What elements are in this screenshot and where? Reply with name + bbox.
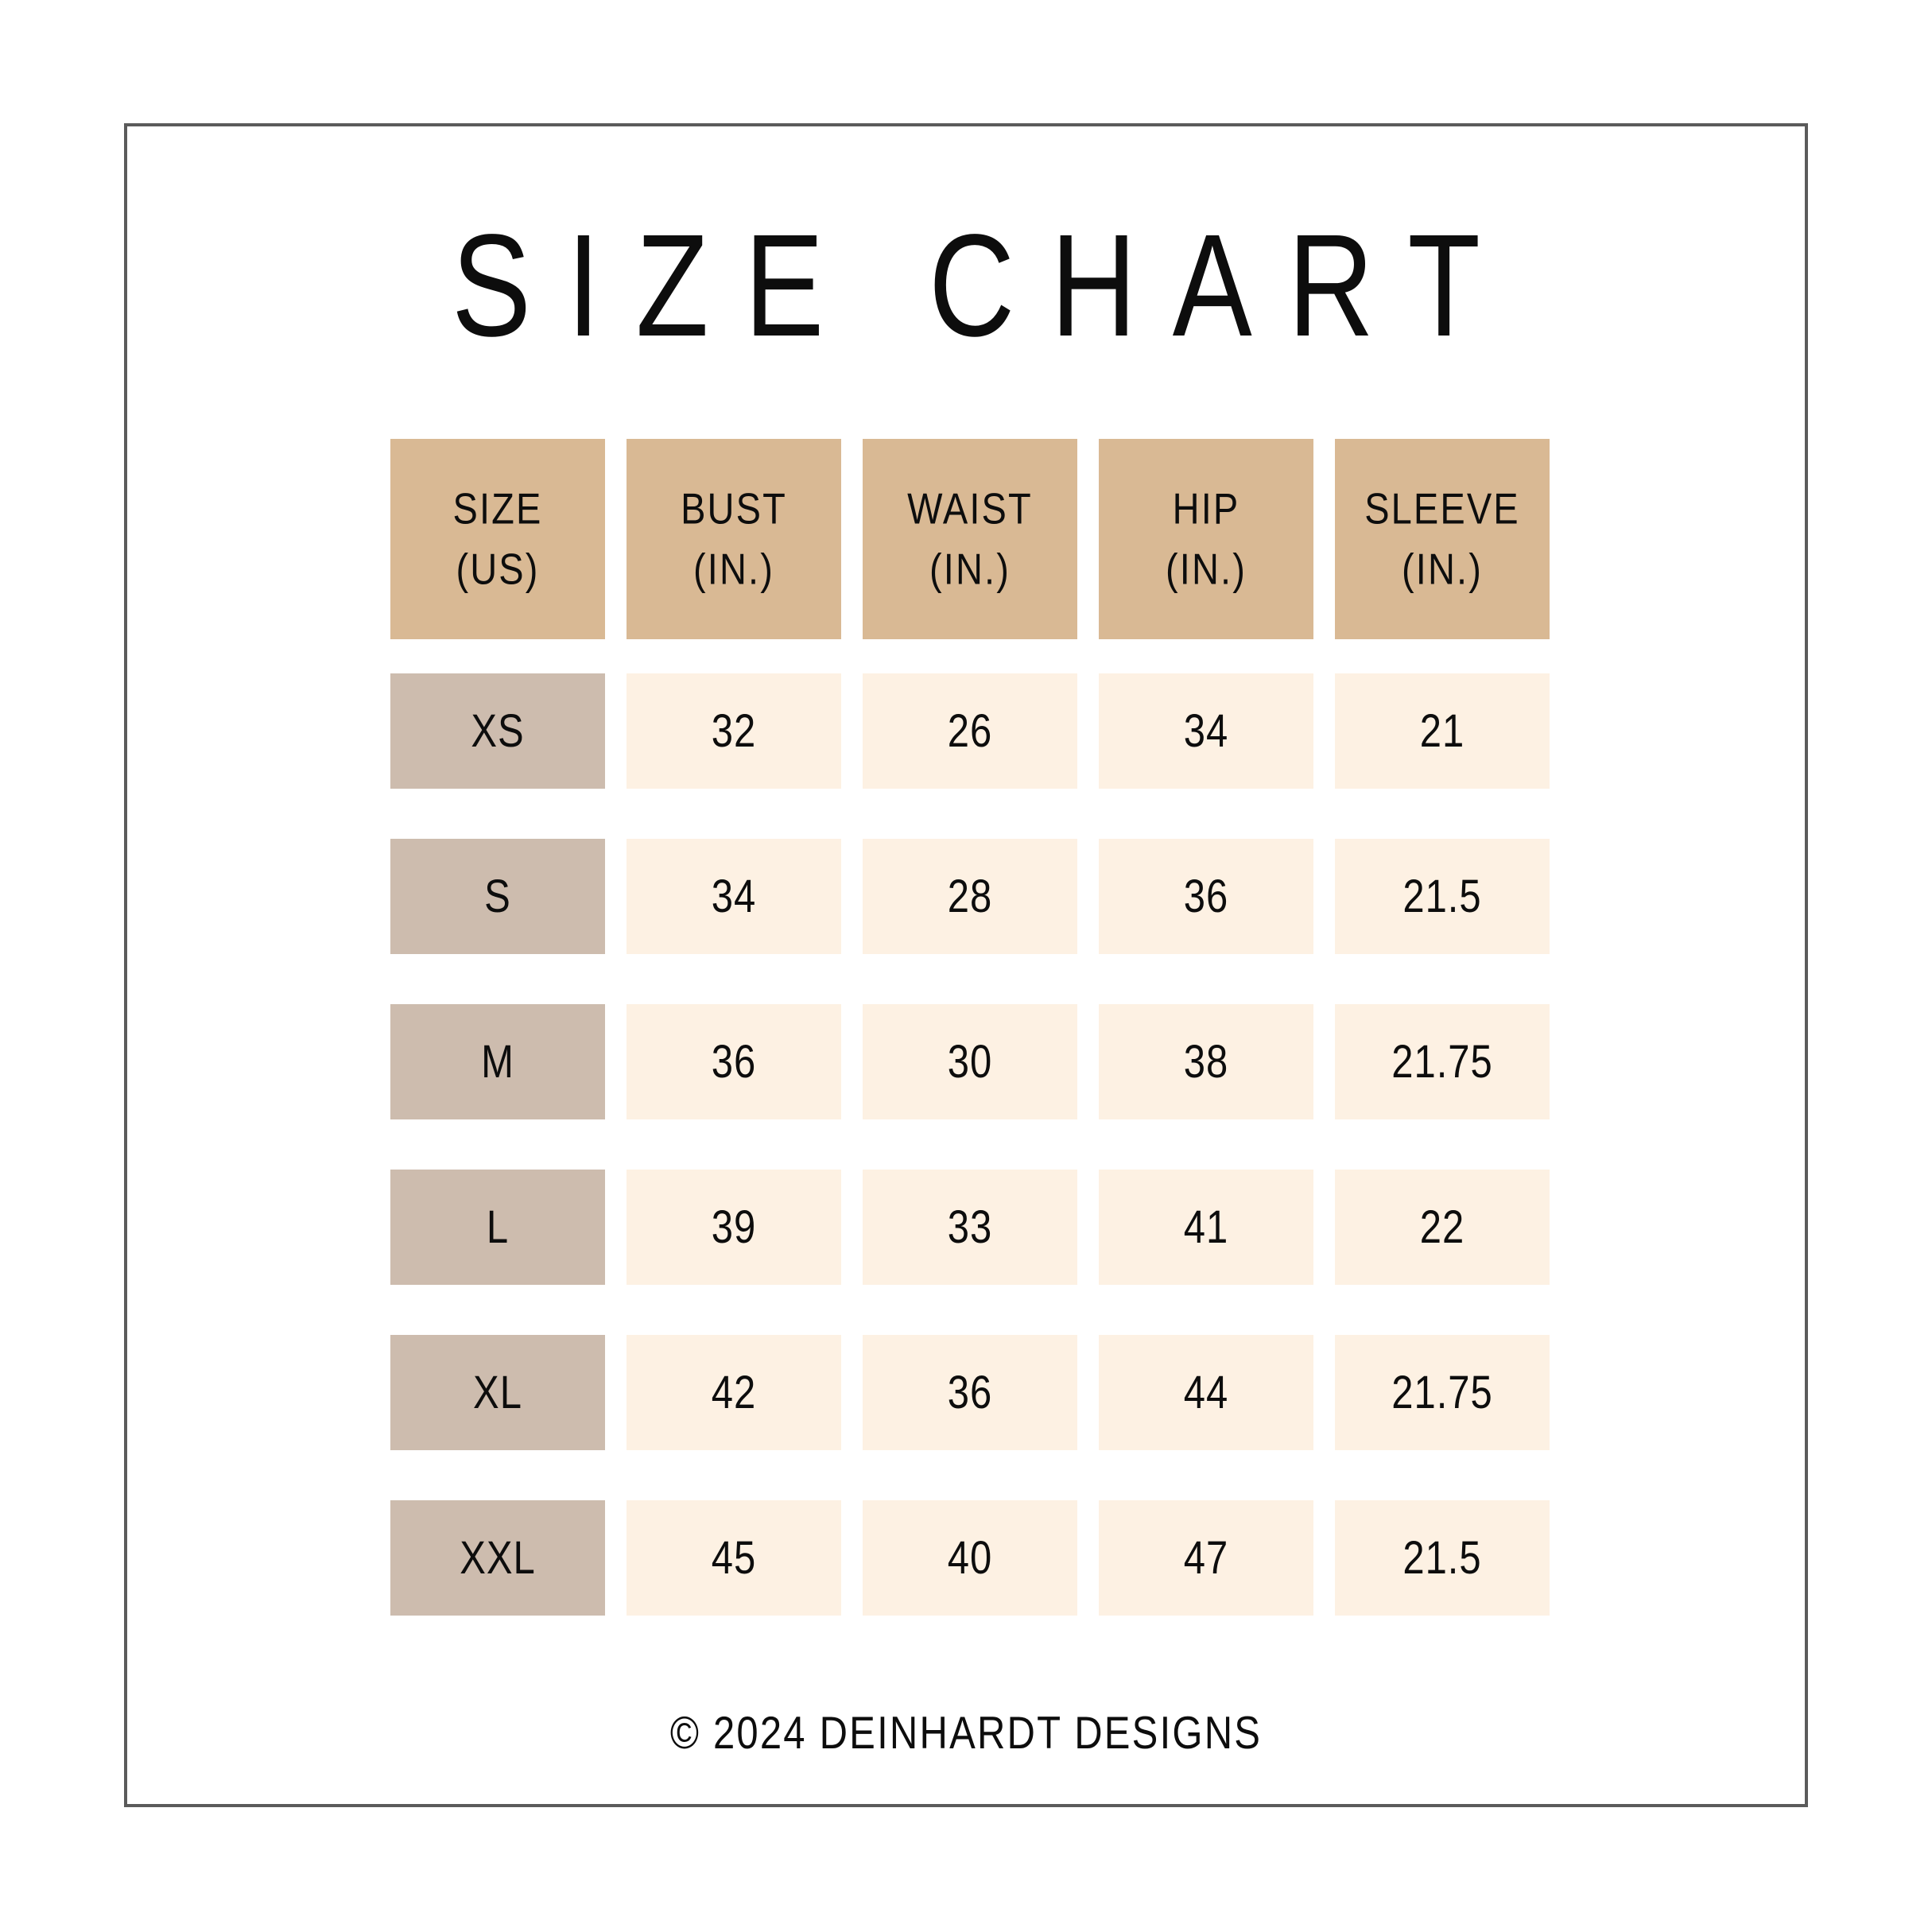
measurement-cell-hip: 44: [1099, 1335, 1313, 1450]
column-header-unit: (IN.): [693, 544, 774, 594]
row-spacer: [390, 1119, 1550, 1170]
size-chart-table: SIZE (US) BUST (IN.) WAIST (IN.) HIP (IN.) SLEEV…: [390, 439, 1551, 1616]
measurement-cell-bust: 32: [627, 673, 841, 789]
measurement-cell-bust: 34: [627, 839, 841, 954]
measurement-cell-hip: 41: [1099, 1170, 1313, 1285]
cell-value: XXL: [460, 1532, 536, 1584]
measurement-cell-waist: 33: [863, 1170, 1077, 1285]
column-header-label: BUST: [681, 483, 787, 533]
cell-value: 21.75: [1391, 1367, 1493, 1418]
size-label-cell: S: [390, 839, 605, 954]
measurement-cell-waist: 40: [863, 1500, 1077, 1616]
copyright-text: © 2024 DEINHARDT DESIGNS: [669, 1708, 1263, 1759]
cell-value: 36: [1183, 871, 1229, 922]
column-header-size: SIZE (US): [390, 439, 605, 639]
cell-value: 21.5: [1402, 871, 1482, 922]
cell-value: S: [484, 871, 511, 922]
measurement-cell-sleeve: 21.5: [1335, 839, 1550, 954]
cell-value: XS: [471, 705, 525, 757]
cell-value: 33: [947, 1201, 993, 1253]
column-header-hip: HIP (IN.): [1099, 439, 1313, 639]
cell-value: 34: [711, 871, 757, 922]
cell-value: 40: [947, 1532, 993, 1584]
column-header-bust: BUST (IN.): [627, 439, 841, 639]
cell-value: 26: [947, 705, 993, 757]
column-header-unit: (IN.): [1402, 544, 1483, 594]
measurement-cell-bust: 45: [627, 1500, 841, 1616]
size-label-cell: XS: [390, 673, 605, 789]
cell-value: 21.5: [1402, 1532, 1482, 1584]
copyright-footer: © 2024 DEINHARDT DESIGNS: [127, 1708, 1805, 1759]
column-header-label: HIP: [1172, 483, 1240, 533]
column-header-label: SLEEVE: [1364, 483, 1520, 533]
header-row-spacer: [390, 639, 1550, 673]
size-label-cell: M: [390, 1004, 605, 1119]
cell-value: 36: [711, 1036, 757, 1088]
column-header-label: SIZE: [452, 483, 543, 533]
measurement-cell-waist: 30: [863, 1004, 1077, 1119]
column-header-unit: (IN.): [1166, 544, 1247, 594]
row-spacer: [390, 1285, 1550, 1335]
measurement-cell-sleeve: 21.75: [1335, 1335, 1550, 1450]
cell-value: M: [481, 1036, 514, 1088]
measurement-cell-bust: 42: [627, 1335, 841, 1450]
measurement-cell-hip: 36: [1099, 839, 1313, 954]
cell-value: 30: [947, 1036, 993, 1088]
column-header-waist: WAIST (IN.): [863, 439, 1077, 639]
measurement-cell-hip: 47: [1099, 1500, 1313, 1616]
measurement-cell-hip: 34: [1099, 673, 1313, 789]
column-header-unit: (IN.): [929, 544, 1011, 594]
measurement-cell-sleeve: 22: [1335, 1170, 1550, 1285]
row-spacer: [390, 789, 1550, 839]
measurement-cell-waist: 26: [863, 673, 1077, 789]
row-spacer: [390, 1450, 1550, 1500]
page-title: SIZE CHART: [451, 204, 1516, 367]
cell-value: 36: [947, 1367, 993, 1418]
size-label-cell: XXL: [390, 1500, 605, 1616]
cell-value: 42: [711, 1367, 757, 1418]
cell-value: 34: [1183, 705, 1229, 757]
cell-value: 38: [1183, 1036, 1229, 1088]
measurement-cell-sleeve: 21: [1335, 673, 1550, 789]
cell-value: 47: [1183, 1532, 1229, 1584]
measurement-cell-hip: 38: [1099, 1004, 1313, 1119]
column-header-label: WAIST: [907, 483, 1033, 533]
measurement-cell-bust: 36: [627, 1004, 841, 1119]
row-spacer: [390, 954, 1550, 1004]
cell-value: 39: [711, 1201, 757, 1253]
cell-value: 22: [1419, 1201, 1465, 1253]
cell-value: 41: [1183, 1201, 1229, 1253]
cell-value: 44: [1183, 1367, 1229, 1418]
column-header-sleeve: SLEEVE (IN.): [1335, 439, 1550, 639]
cell-value: 28: [947, 871, 993, 922]
size-label-cell: L: [390, 1170, 605, 1285]
cell-value: 21.75: [1391, 1036, 1493, 1088]
cell-value: XL: [473, 1367, 522, 1418]
measurement-cell-sleeve: 21.75: [1335, 1004, 1550, 1119]
measurement-cell-waist: 28: [863, 839, 1077, 954]
measurement-cell-waist: 36: [863, 1335, 1077, 1450]
column-header-unit: (US): [456, 544, 540, 594]
chart-frame-border: SIZE CHART SIZE (US) BUST (IN.) WAIST (IN.) HI…: [124, 123, 1808, 1807]
cell-value: 32: [711, 705, 757, 757]
cell-value: 45: [711, 1532, 757, 1584]
cell-value: 21: [1419, 705, 1465, 757]
cell-value: L: [486, 1201, 510, 1253]
measurement-cell-sleeve: 21.5: [1335, 1500, 1550, 1616]
size-label-cell: XL: [390, 1335, 605, 1450]
measurement-cell-bust: 39: [627, 1170, 841, 1285]
